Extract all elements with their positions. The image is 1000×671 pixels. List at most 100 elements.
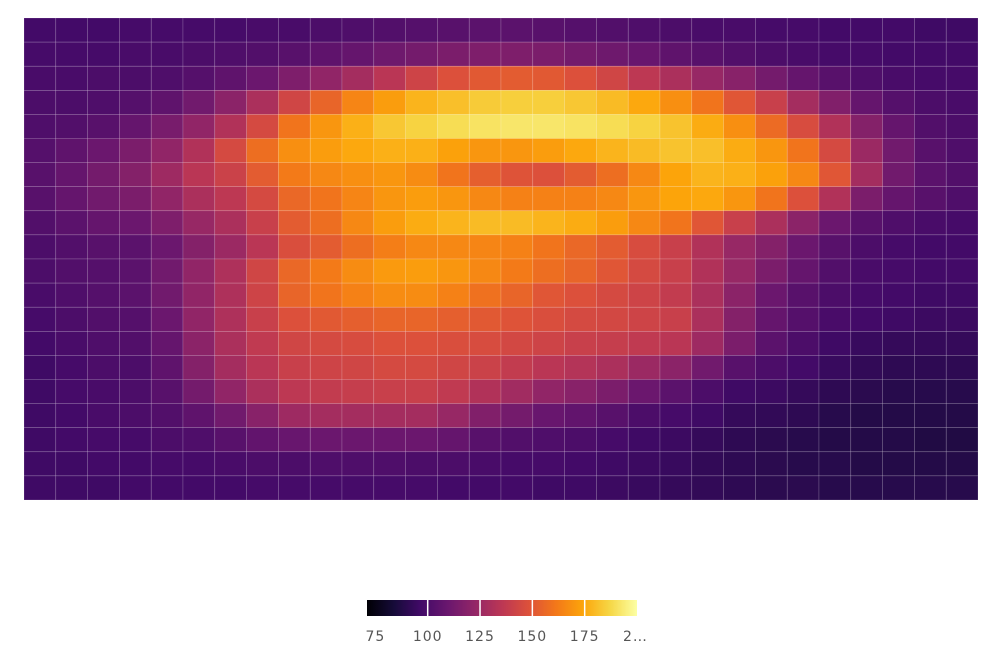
heatmap-cell: [214, 138, 247, 163]
heatmap-cell: [55, 379, 88, 404]
heatmap-cell: [373, 210, 406, 236]
heatmap-cell: [564, 65, 597, 91]
heatmap-cell: [945, 379, 979, 404]
heatmap-cell: [882, 114, 915, 139]
heatmap-cell: [882, 330, 915, 356]
heatmap-cell: [214, 186, 247, 212]
heatmap-cell: [341, 210, 375, 236]
heatmap-cell: [214, 475, 247, 501]
heatmap-cell: [596, 17, 629, 43]
heatmap-cell: [786, 403, 820, 429]
heatmap-cell: [914, 234, 947, 260]
heatmap-cell: [87, 17, 120, 43]
heatmap-cell: [818, 355, 852, 380]
heatmap-cell: [23, 306, 57, 332]
heatmap-cell: [945, 355, 979, 380]
heatmap-cell: [882, 41, 915, 67]
heatmap-cell: [341, 114, 375, 139]
heatmap-cell: [755, 258, 788, 284]
heatmap-cell: [87, 41, 120, 67]
heatmap-cell: [532, 90, 565, 115]
heatmap-cell: [278, 234, 311, 260]
heatmap-cell: [882, 186, 915, 212]
heatmap-cell: [214, 355, 247, 380]
heatmap-cell: [691, 90, 724, 115]
heatmap-cell: [246, 475, 279, 501]
heatmap-cell: [468, 234, 502, 260]
heatmap-cell: [150, 451, 184, 477]
heatmap-cell: [564, 258, 597, 284]
heatmap-cell: [945, 17, 979, 43]
heatmap-cell: [723, 210, 756, 236]
heatmap-cell: [182, 90, 216, 115]
heatmap-cell: [23, 186, 57, 212]
heatmap-cell: [882, 282, 915, 308]
heatmap-cell: [532, 475, 565, 501]
heatmap-cell: [818, 114, 852, 139]
heatmap-cell: [150, 355, 184, 380]
heatmap-cell: [723, 403, 756, 429]
heatmap-cell: [882, 258, 915, 284]
heatmap-cell: [945, 282, 979, 308]
heatmap-cell: [818, 41, 852, 67]
heatmap-cell: [437, 379, 470, 404]
heatmap-cell: [55, 162, 88, 188]
heatmap-cell: [882, 451, 915, 477]
heatmap-cell: [627, 306, 661, 332]
heatmap-cell: [945, 403, 979, 429]
heatmap-cell: [341, 258, 375, 284]
heatmap-cell: [914, 379, 947, 404]
heatmap-cell: [500, 186, 534, 212]
heatmap-cell: [214, 258, 247, 284]
heatmap-cell: [596, 186, 629, 212]
heatmap-cell: [659, 234, 693, 260]
heatmap-cell: [818, 427, 852, 453]
heatmap-cell: [500, 403, 534, 429]
heatmap-cell: [309, 90, 343, 115]
heatmap-cell: [786, 379, 820, 404]
heatmap-cell: [945, 306, 979, 332]
heatmap-cell: [627, 210, 661, 236]
heatmap-cell: [182, 330, 216, 356]
heatmap-cell: [500, 258, 534, 284]
heatmap-cell: [596, 258, 629, 284]
heatmap-cell: [373, 41, 406, 67]
heatmap-cell: [945, 186, 979, 212]
heatmap-cell: [850, 306, 883, 332]
heatmap-cell: [119, 41, 152, 67]
heatmap-cell: [532, 41, 565, 67]
heatmap-cell: [437, 114, 470, 139]
heatmap-cell: [945, 330, 979, 356]
heatmap-cell: [341, 138, 375, 163]
heatmap-cell: [882, 210, 915, 236]
heatmap-cell: [755, 90, 788, 115]
heatmap-cell: [850, 403, 883, 429]
heatmap-cell: [723, 427, 756, 453]
heatmap-cell: [150, 475, 184, 501]
heatmap-cell: [723, 17, 756, 43]
heatmap-cell: [723, 114, 756, 139]
heatmap-cell: [468, 475, 502, 501]
heatmap-cell: [309, 41, 343, 67]
heatmap-cell: [278, 17, 311, 43]
heatmap-cell: [405, 258, 438, 284]
heatmap-cell: [596, 65, 629, 91]
heatmap-cell: [882, 306, 915, 332]
heatmap-cell: [341, 475, 375, 501]
heatmap-cell: [55, 258, 88, 284]
heatmap-cell: [659, 114, 693, 139]
heatmap-cell: [596, 114, 629, 139]
heatmap-cell: [914, 306, 947, 332]
heatmap-cell: [691, 162, 724, 188]
heatmap-cell: [882, 138, 915, 163]
heatmap-cell: [341, 355, 375, 380]
heatmap-cell: [23, 90, 57, 115]
heatmap-cell: [55, 65, 88, 91]
heatmap-cell: [532, 451, 565, 477]
heatmap-cell: [786, 330, 820, 356]
heatmap-cell: [119, 330, 152, 356]
heatmap-cell: [945, 138, 979, 163]
heatmap-cell: [532, 186, 565, 212]
heatmap-cell: [564, 403, 597, 429]
